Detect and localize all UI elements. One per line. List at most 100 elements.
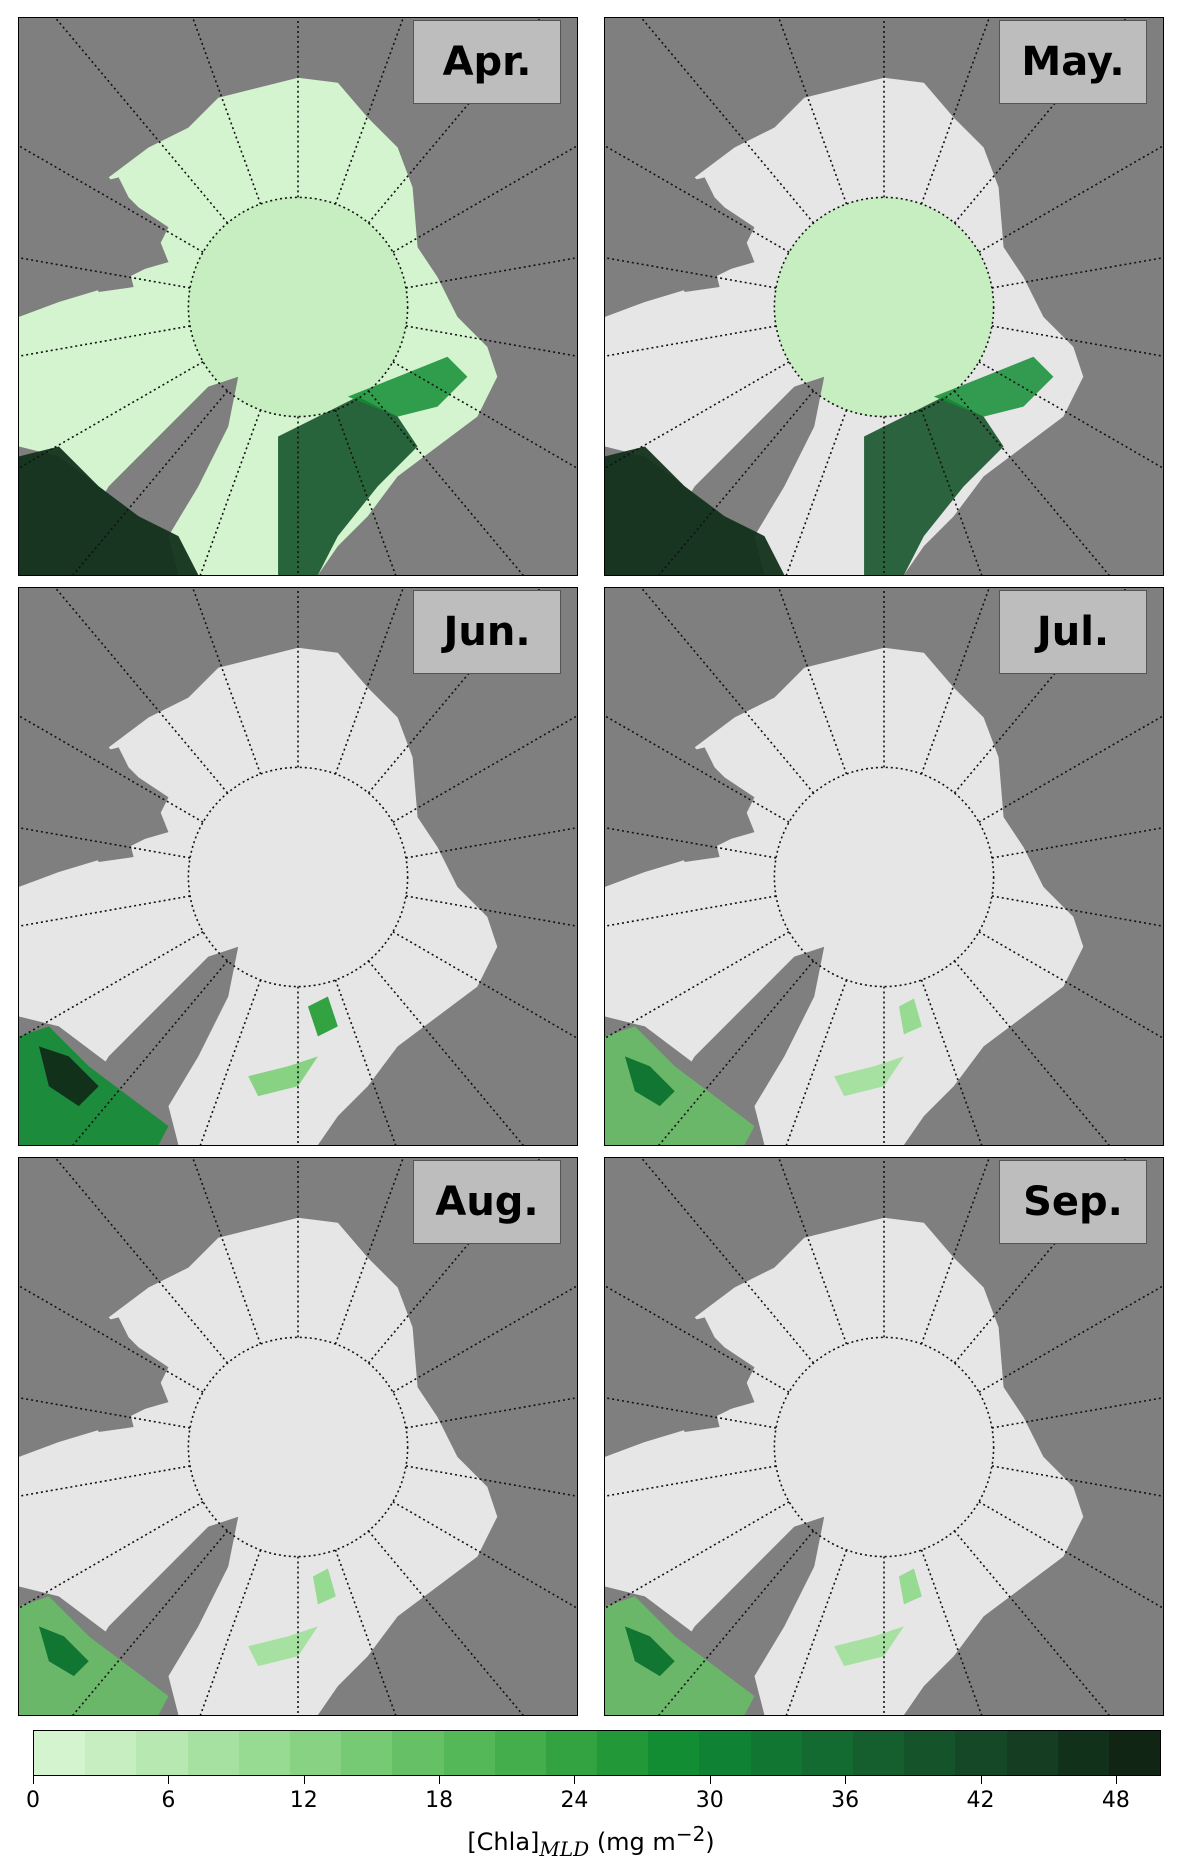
colorbar-segment xyxy=(443,1731,495,1775)
meridian-line xyxy=(605,256,777,289)
meridian-line xyxy=(19,1284,204,1393)
colorbar-tick xyxy=(168,1776,170,1784)
colorbar-segment xyxy=(85,1731,137,1775)
meridian-line xyxy=(405,256,577,289)
colorbar-segment xyxy=(699,1731,751,1775)
island xyxy=(634,1362,700,1403)
bloom-region xyxy=(933,356,1054,417)
bloom-region xyxy=(898,998,922,1035)
meridian-line xyxy=(991,1465,1163,1497)
map-panel-jun: Jun. xyxy=(18,587,578,1146)
island xyxy=(674,837,720,863)
meridian-line xyxy=(991,826,1163,859)
island xyxy=(704,237,755,273)
island xyxy=(48,222,114,263)
meridian-line xyxy=(605,361,790,469)
greenland-land xyxy=(664,946,825,1127)
meridian-line xyxy=(658,960,815,1145)
meridian-line xyxy=(605,931,790,1039)
meridian-line xyxy=(978,1284,1163,1393)
colorbar-segment xyxy=(187,1731,239,1775)
meridian-line xyxy=(953,1158,1128,1364)
colorbar-segment xyxy=(1006,1731,1058,1775)
island xyxy=(634,792,700,833)
meridian-line xyxy=(334,1549,397,1715)
meridian-line xyxy=(920,1549,983,1715)
colorbar-label: [Chla]MLD (mg m−2) xyxy=(0,1822,1182,1861)
colorbar-segment xyxy=(801,1731,853,1775)
greenland-land xyxy=(78,946,239,1127)
colorbar-label-main: [Chla] xyxy=(467,1828,540,1856)
meridian-line xyxy=(19,931,204,1039)
colorbar-segment xyxy=(648,1731,700,1775)
colorbar-segment xyxy=(1057,1731,1109,1775)
colorbar-tick xyxy=(439,1776,441,1784)
meridian-line xyxy=(991,325,1163,357)
island xyxy=(118,237,169,273)
bloom-region xyxy=(898,1568,922,1605)
colorbar-segment xyxy=(955,1731,1007,1775)
meridian-line xyxy=(978,931,1163,1039)
island xyxy=(624,762,660,788)
ocean-area xyxy=(605,647,1084,1145)
bloom-region xyxy=(347,356,468,417)
colorbar-tick-label: 42 xyxy=(966,1788,995,1813)
island xyxy=(118,807,169,843)
meridian-line xyxy=(605,1465,777,1497)
meridian-line xyxy=(920,18,991,205)
colorbar-segment xyxy=(853,1731,905,1775)
meridian-line xyxy=(19,826,191,859)
island xyxy=(88,267,134,293)
meridian-line xyxy=(54,588,229,794)
meridian-line xyxy=(953,1530,1110,1715)
meridian-line xyxy=(991,895,1163,927)
latitude-circle xyxy=(773,1336,995,1558)
meridian-line xyxy=(658,390,815,575)
meridian-line xyxy=(19,325,191,357)
colorbar-segment xyxy=(1108,1731,1161,1775)
colorbar-tick xyxy=(33,1776,34,1784)
greenland-land xyxy=(664,1516,825,1697)
meridian-line xyxy=(392,1501,577,1609)
bloom-region xyxy=(248,1626,318,1667)
bloom-region xyxy=(278,396,418,575)
colorbar-tick-label: 0 xyxy=(26,1788,40,1813)
island xyxy=(704,1377,755,1413)
meridian-line xyxy=(334,18,405,205)
meridian-line xyxy=(392,361,577,469)
colorbar-segment xyxy=(34,1731,86,1775)
meridian-line xyxy=(54,18,229,224)
meridian-line xyxy=(605,895,777,927)
island xyxy=(674,267,720,293)
meridian-line xyxy=(405,325,577,357)
meridian-line xyxy=(367,1530,524,1715)
bloom-region xyxy=(624,1626,675,1677)
meridian-line xyxy=(953,588,1128,794)
colorbar xyxy=(33,1730,1161,1776)
month-label: Sep. xyxy=(999,1160,1147,1244)
latitude-circle xyxy=(773,766,995,988)
meridian-line xyxy=(978,144,1163,253)
colorbar-tick-label: 24 xyxy=(560,1788,589,1813)
bloom-region xyxy=(19,1596,169,1715)
meridian-line xyxy=(72,390,229,575)
meridian-line xyxy=(920,588,991,775)
colorbar-label-units: (mg m xyxy=(589,1828,676,1856)
meridian-line xyxy=(640,588,815,794)
bloom-region xyxy=(248,1056,318,1097)
month-label: May. xyxy=(999,20,1147,104)
meridian-line xyxy=(392,144,577,253)
meridian-line xyxy=(978,714,1163,823)
colorbar-segment xyxy=(238,1731,290,1775)
map-panel-aug: Aug. xyxy=(18,1157,578,1716)
meridian-line xyxy=(19,361,204,469)
map-panel-sep: Sep. xyxy=(604,1157,1164,1716)
bloom-region xyxy=(38,1626,89,1677)
meridian-line xyxy=(953,390,1110,575)
bloom-region xyxy=(605,1026,755,1145)
meridian-line xyxy=(199,409,262,575)
meridian-line xyxy=(605,714,790,823)
colorbar-tick xyxy=(303,1776,305,1784)
meridian-line xyxy=(658,1530,815,1715)
meridian-line xyxy=(605,826,777,859)
